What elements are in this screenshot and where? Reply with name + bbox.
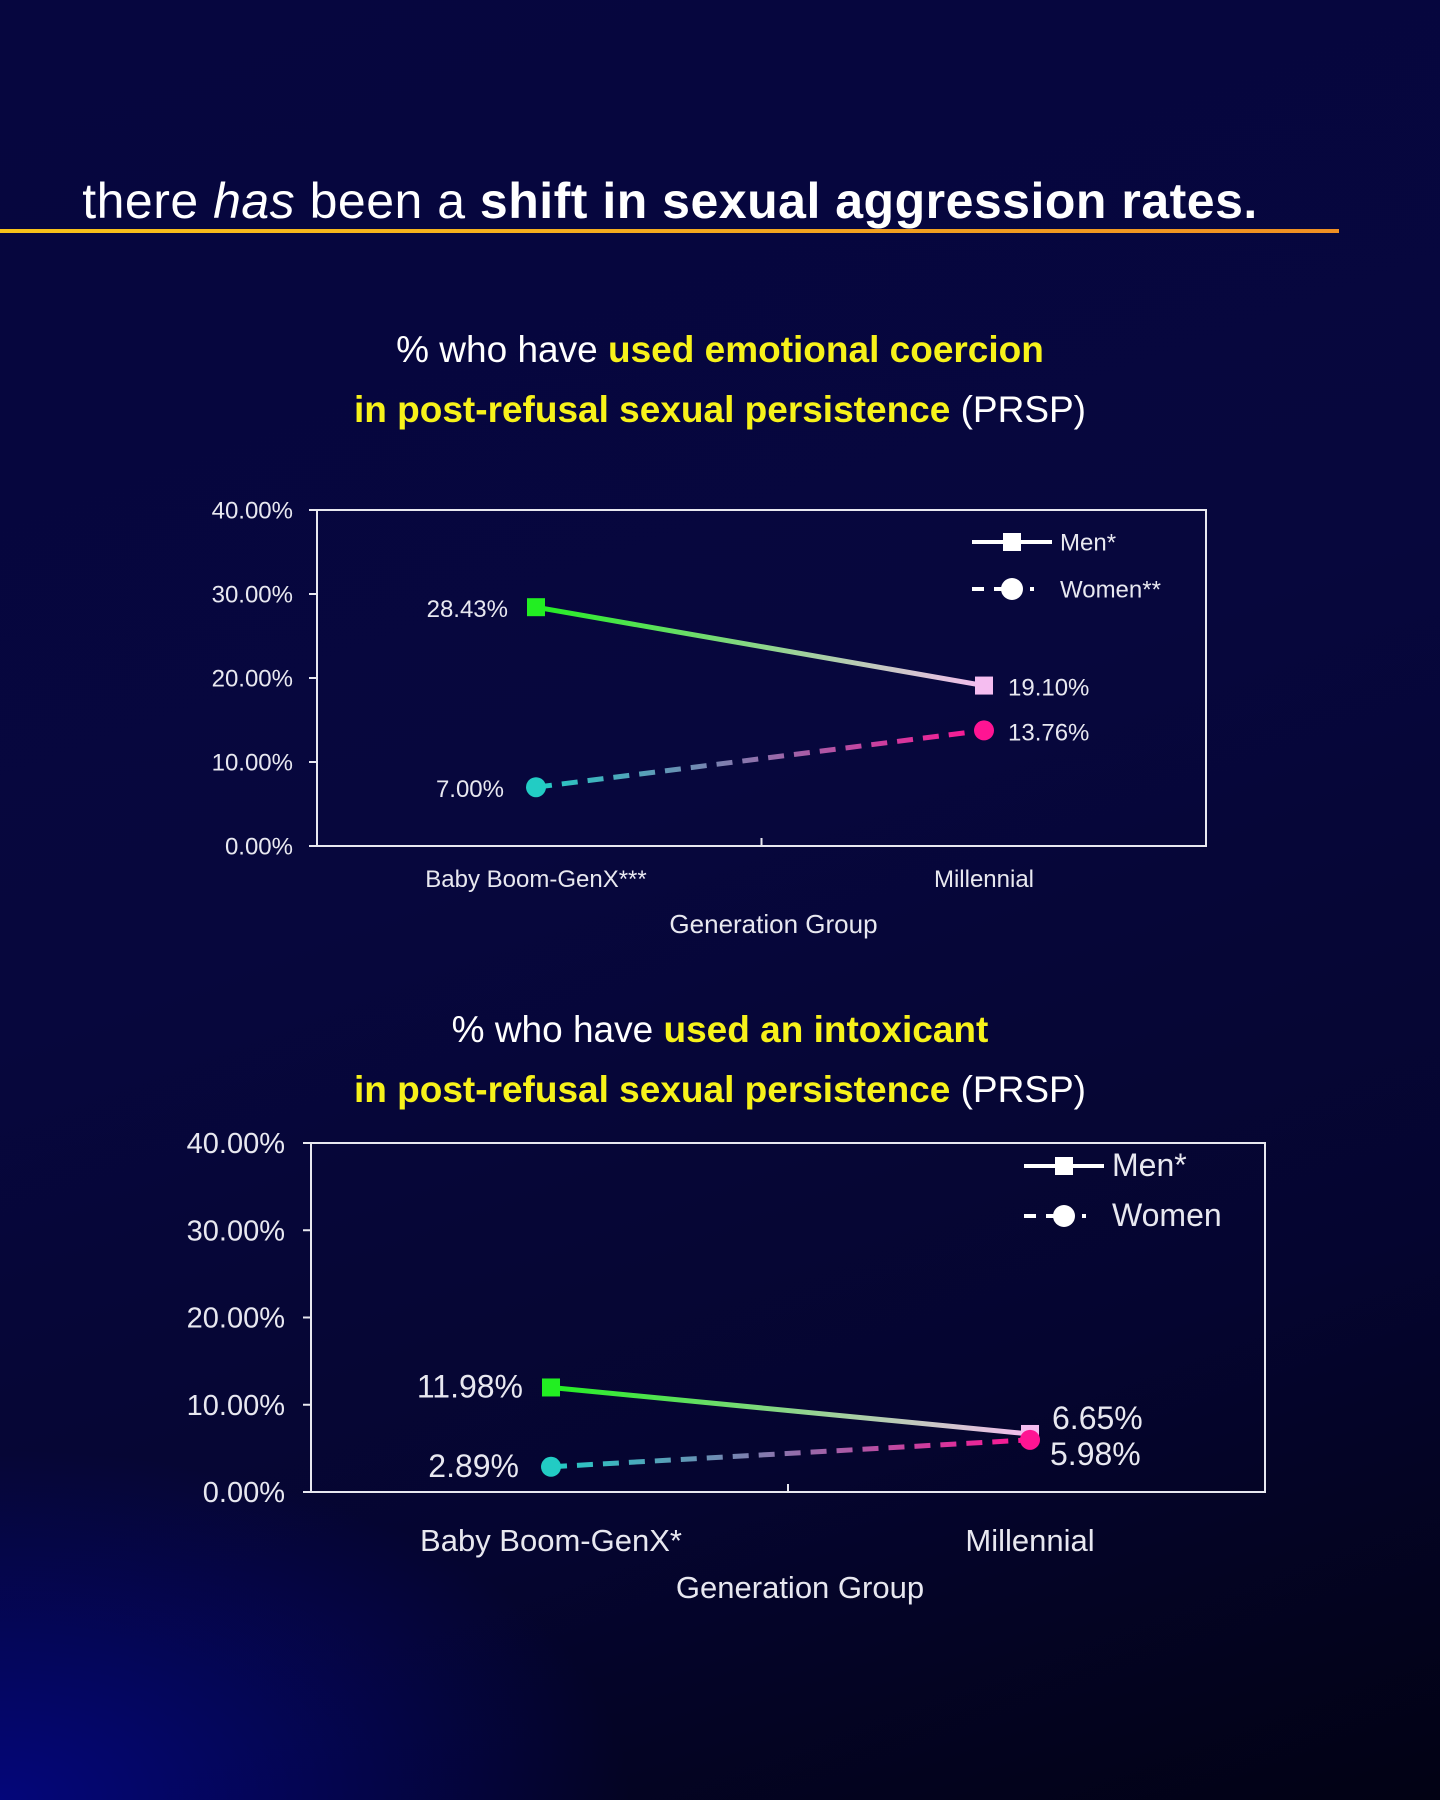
legend-label: Men* (1112, 1147, 1187, 1183)
series-line-men (550, 1384, 1031, 1437)
heading-text: been a (295, 173, 480, 229)
y-tick-label: 0.00% (203, 1477, 285, 1509)
title-highlight: in post-refusal sexual persistence (353, 1069, 951, 1110)
title-text: (PRSP) (950, 1069, 1087, 1110)
x-axis-title: Generation Group (669, 909, 877, 939)
data-label: 19.10% (1008, 675, 1089, 702)
title-highlight: used an intoxicant (663, 1009, 989, 1050)
y-tick-label: 20.00% (212, 665, 293, 692)
legend-square-icon (1055, 1157, 1073, 1175)
y-tick-label: 0.00% (225, 833, 293, 860)
heading-underline (0, 229, 1339, 233)
heading-text: there (82, 173, 214, 229)
y-tick-label: 10.00% (212, 749, 293, 776)
legend-item-men: Men* (1024, 1147, 1187, 1183)
x-category-label: Baby Boom-GenX* (420, 1523, 682, 1558)
legend-label: Women (1112, 1197, 1222, 1233)
data-point-men (542, 1378, 560, 1397)
y-tick-label: 10.00% (187, 1390, 285, 1422)
data-point-women (541, 1456, 561, 1477)
data-point-women (526, 777, 546, 798)
x-category-label: Baby Boom-GenX*** (425, 866, 646, 893)
data-point-men (975, 676, 993, 695)
data-point-women (974, 720, 994, 741)
legend-item-men: Men* (972, 529, 1116, 556)
data-point-men (527, 598, 545, 617)
title-highlight: in post-refusal sexual persistence (353, 389, 951, 430)
title-text: % who have (396, 329, 608, 370)
legend-square-icon (1003, 533, 1021, 551)
data-point-women (1020, 1429, 1040, 1450)
legend-item-women: Women (1024, 1197, 1222, 1233)
data-label: 13.76% (1008, 719, 1089, 746)
title-text: (PRSP) (950, 389, 1087, 430)
data-label: 11.98% (417, 1368, 523, 1404)
data-label: 7.00% (436, 776, 504, 803)
y-tick-label: 30.00% (212, 581, 293, 608)
series-line-women (550, 1437, 1031, 1470)
data-label: 5.98% (1050, 1436, 1141, 1472)
legend-label: Men* (1060, 529, 1116, 556)
y-tick-label: 40.00% (212, 497, 293, 524)
heading-bold: shift in sexual aggression rates. (479, 173, 1258, 229)
data-label: 28.43% (427, 596, 508, 623)
y-tick-label: 30.00% (187, 1215, 285, 1247)
y-tick-label: 40.00% (187, 1128, 285, 1160)
heading-italic: has (213, 173, 296, 229)
legend-item-women: Women** (972, 576, 1161, 603)
x-axis-title: Generation Group (676, 1570, 924, 1605)
y-tick-label: 20.00% (187, 1303, 285, 1335)
x-category-label: Millennial (965, 1523, 1094, 1558)
chart-1: 0.00% 10.00% 20.00% 30.00% 40.00% Baby Boom-G… (212, 497, 1207, 939)
series-line-women (535, 727, 985, 790)
x-category-label: Millennial (934, 866, 1034, 893)
chart-2-title: % who have used an intoxicant in post-re… (0, 1000, 1440, 1120)
data-label: 6.65% (1052, 1400, 1143, 1436)
chart-1-title: % who have used emotional coercion in po… (0, 320, 1440, 440)
legend-circle-icon (1001, 578, 1023, 600)
title-highlight: used emotional coercion (607, 329, 1044, 370)
legend-label: Women** (1060, 576, 1161, 603)
page-heading: there has been a shift in sexual aggress… (0, 172, 1340, 230)
data-label: 2.89% (428, 1448, 519, 1484)
legend-circle-icon (1053, 1205, 1075, 1227)
title-text: % who have (451, 1009, 664, 1050)
series-line-men (535, 604, 985, 689)
chart-2: 0.00% 10.00% 20.00% 30.00% 40.00% Baby Boom-G… (187, 1128, 1266, 1605)
